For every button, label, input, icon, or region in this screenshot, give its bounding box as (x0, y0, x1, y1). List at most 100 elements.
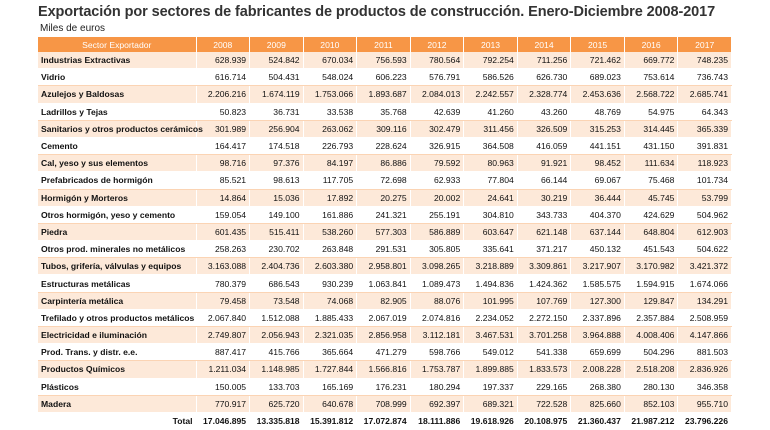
value-cell: 2.067.840 (196, 309, 251, 328)
value-cell: 3.421.372 (677, 257, 732, 276)
value-cell: 4.147.866 (677, 326, 732, 345)
value-cell: 3.309.861 (517, 257, 572, 276)
value-cell: 576.791 (410, 68, 465, 87)
value-cell: 326.509 (517, 120, 572, 138)
value-cell: 149.100 (249, 206, 304, 224)
value-cell: 881.503 (677, 343, 732, 362)
value-cell: 1.585.575 (570, 274, 625, 293)
value-cell: 88.076 (410, 292, 465, 310)
value-cell: 241.321 (356, 206, 411, 224)
value-cell: 3.467.531 (463, 326, 518, 345)
sector-cell: Sanitarios y otros productos cerámicos (38, 120, 203, 138)
value-cell: 48.769 (570, 103, 625, 121)
value-cell: 770.917 (196, 395, 251, 413)
value-cell: 2.836.926 (677, 360, 732, 379)
total-cell: 17.072.874 (356, 411, 411, 430)
value-cell: 3.218.889 (463, 257, 518, 276)
value-cell: 504.962 (677, 206, 732, 224)
value-cell: 2.337.896 (570, 309, 625, 328)
sector-cell: Productos Químicos (38, 360, 197, 379)
value-cell: 255.191 (410, 206, 465, 224)
table-row: Ladrillos y Tejas 50.823 36.731 33.538 35.76… (38, 103, 732, 121)
value-cell: 2.685.741 (677, 85, 732, 104)
subtitle: Miles de euros (40, 23, 106, 34)
value-cell: 548.024 (303, 68, 358, 87)
value-cell: 45.745 (624, 189, 679, 207)
table-row: Vidrio 616.714 504.431 548.024 606.223 576.79… (38, 68, 732, 87)
table-row: Prod. Trans. y distr. e.e. 887.417 415.766… (38, 343, 732, 362)
table-row: Trefilado y otros productos metálicos 2.0… (38, 309, 732, 328)
table-row: Industrias Extractivas 628.939 524.842 670.… (38, 52, 732, 70)
value-cell: 640.678 (303, 395, 358, 413)
total-cell: 13.335.818 (249, 411, 304, 430)
value-cell: 69.067 (570, 171, 625, 190)
value-cell: 792.254 (463, 52, 518, 70)
value-cell: 1.674.066 (677, 274, 732, 293)
value-cell: 669.772 (624, 52, 679, 70)
table-row: Otros prod. minerales no metálicos 258.26… (38, 240, 732, 259)
value-cell: 601.435 (196, 223, 251, 242)
value-cell: 371.217 (517, 240, 572, 259)
value-cell: 335.641 (463, 240, 518, 259)
value-cell: 3.112.181 (410, 326, 465, 345)
value-cell: 14.864 (196, 189, 251, 207)
table-row: Hormigón y Morteros 14.864 15.036 17.892 20.… (38, 189, 732, 207)
value-cell: 24.641 (463, 189, 518, 207)
header-row: Sector Exportador 2008 2009 2010 2011 2012 201… (38, 37, 732, 52)
value-cell: 36.731 (249, 103, 304, 121)
value-cell: 226.793 (303, 137, 358, 156)
value-cell: 598.766 (410, 343, 465, 362)
value-cell: 3.217.907 (570, 257, 625, 276)
value-cell: 1.885.433 (303, 309, 358, 328)
value-cell: 711.256 (517, 52, 572, 70)
value-cell: 107.769 (517, 292, 572, 310)
value-cell: 364.508 (463, 137, 518, 156)
value-cell: 314.445 (624, 120, 679, 138)
value-cell: 150.005 (196, 378, 251, 396)
value-cell: 1.753.066 (303, 85, 358, 104)
value-cell: 17.892 (303, 189, 358, 207)
table-row: Sanitarios y otros productos cerámicos 30… (38, 120, 732, 138)
sector-cell: Cemento (38, 137, 197, 156)
value-cell: 2.008.228 (570, 360, 625, 379)
value-cell: 2.272.150 (517, 309, 572, 328)
value-cell: 305.805 (410, 240, 465, 259)
header-cell: 2009 (249, 37, 304, 52)
value-cell: 176.231 (356, 378, 411, 396)
value-cell: 161.886 (303, 206, 358, 224)
value-cell: 1.566.816 (356, 360, 411, 379)
value-cell: 648.804 (624, 223, 679, 242)
value-cell: 80.963 (463, 154, 518, 173)
page: {"title": "Exportación por sectores de f… (38, 4, 732, 430)
total-cell: 21.360.437 (570, 411, 625, 430)
value-cell: 42.639 (410, 103, 465, 121)
value-cell: 736.743 (677, 68, 732, 87)
table-row: Carpintería metálica 79.458 73.548 74.068 82… (38, 292, 732, 310)
title: Exportación por sectores de fabricantes … (38, 4, 716, 20)
header-cell: 2017 (677, 37, 732, 52)
value-cell: 2.056.943 (249, 326, 304, 345)
value-cell: 54.975 (624, 103, 679, 121)
sector-cell: Piedra (38, 223, 197, 242)
value-cell: 86.886 (356, 154, 411, 173)
value-cell: 2.357.884 (624, 309, 679, 328)
value-cell: 416.059 (517, 137, 572, 156)
value-cell: 1.833.573 (517, 360, 572, 379)
value-cell: 3.163.088 (196, 257, 251, 276)
value-cell: 365.664 (303, 343, 358, 362)
value-cell: 515.411 (249, 223, 304, 242)
value-cell: 15.036 (249, 189, 304, 207)
value-cell: 75.468 (624, 171, 679, 190)
value-cell: 2.518.208 (624, 360, 679, 379)
value-cell: 625.720 (249, 395, 304, 413)
value-cell: 133.703 (249, 378, 304, 396)
value-cell: 72.698 (356, 171, 411, 190)
value-cell: 302.479 (410, 120, 465, 138)
value-cell: 606.223 (356, 68, 411, 87)
sector-cell: Otros hormigón, yeso y cemento (38, 206, 197, 224)
value-cell: 41.260 (463, 103, 518, 121)
value-cell: 98.716 (196, 154, 251, 173)
total-cell: 15.391.812 (303, 411, 358, 430)
value-cell: 3.098.265 (410, 257, 465, 276)
value-cell: 36.444 (570, 189, 625, 207)
